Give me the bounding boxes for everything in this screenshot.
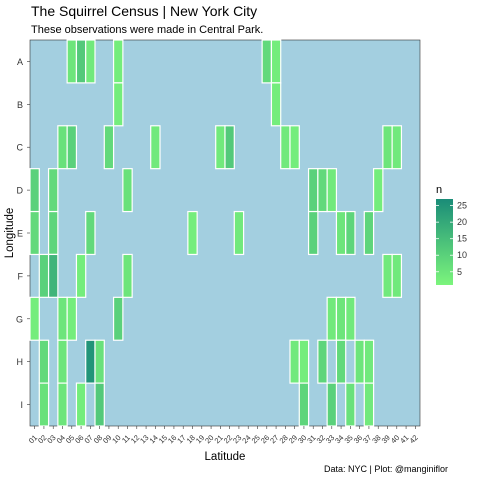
legend: n 5 10 15 20 25 — [436, 184, 467, 285]
heatmap-cell — [345, 296, 356, 341]
heatmap-cell — [382, 253, 393, 298]
heatmap-cell — [289, 125, 300, 170]
y-tick-label: I — [20, 400, 23, 410]
heatmap-cell — [38, 339, 50, 384]
legend-title: n — [436, 184, 442, 196]
x-tick-label: 11 — [120, 433, 132, 445]
heatmap-cell — [307, 168, 319, 213]
y-tick-label: A — [17, 57, 23, 67]
heatmap-cell — [261, 39, 273, 84]
heatmap-cell — [326, 296, 338, 341]
x-axis-title: Latitude — [205, 451, 246, 463]
heatmap-cell — [215, 125, 226, 170]
y-tick-label: H — [17, 357, 24, 367]
chart-caption: Data: NYC | Plot: @manginiflor — [324, 464, 448, 474]
heatmap-cell — [85, 210, 96, 256]
heatmap-cell — [289, 339, 300, 384]
legend-tick-label: 5 — [457, 267, 462, 277]
heatmap-cell — [75, 382, 87, 427]
heatmap-cell — [29, 210, 40, 256]
heatmap-cell — [122, 168, 133, 213]
heatmap-cell — [233, 210, 245, 256]
y-tick-label: F — [18, 271, 24, 281]
heatmap-cell — [363, 382, 375, 427]
y-tick-label: C — [17, 143, 24, 153]
x-tick-label: 42 — [408, 433, 420, 445]
heatmap-cell — [391, 253, 403, 298]
heatmap-cell — [94, 382, 105, 427]
heatmap-cell — [47, 210, 59, 256]
legend-colorbar — [436, 199, 453, 285]
heatmap-cell — [298, 339, 310, 384]
heatmap-cell — [66, 39, 78, 84]
heatmap-cell — [57, 339, 68, 384]
heatmap-cell — [85, 339, 96, 384]
heatmap-cell — [94, 339, 105, 384]
heatmap-cell — [38, 382, 50, 427]
heatmap-cell — [57, 382, 68, 427]
heatmap-cell — [57, 296, 68, 341]
heatmap-cell — [372, 168, 384, 213]
heatmap-cell — [224, 125, 235, 170]
heatmap-cell — [187, 210, 198, 256]
heatmap-cell — [317, 168, 328, 213]
heatmap-cell — [317, 339, 328, 384]
heatmap-cell — [298, 382, 310, 427]
heatmap-cell — [47, 168, 59, 213]
heatmap-cell — [85, 39, 96, 84]
heatmap-cell — [29, 168, 40, 213]
heatmap-cell — [363, 339, 375, 384]
heatmap-cell — [335, 210, 347, 256]
heatmap-cells — [29, 39, 403, 427]
y-tick-label: G — [16, 314, 23, 324]
heatmap-cell — [345, 210, 356, 256]
heatmap-cell — [122, 253, 133, 298]
heatmap-cell — [75, 39, 87, 84]
heatmap-cell — [47, 253, 59, 298]
heatmap-cell — [382, 125, 393, 170]
heatmap-cell — [66, 296, 78, 341]
heatmap-cell — [38, 253, 50, 298]
legend-tick-label: 25 — [457, 201, 467, 211]
y-tick-label: B — [17, 100, 23, 110]
y-axis: A B C D E F G H I — [16, 57, 30, 410]
heatmap-cell — [326, 382, 338, 427]
heatmap-cell — [112, 82, 124, 127]
y-tick-label: E — [17, 229, 23, 239]
heatmap-cell — [391, 125, 403, 170]
heatmap-cell — [270, 39, 282, 84]
heatmap-cell — [112, 39, 124, 84]
heatmap-cell — [66, 125, 78, 170]
heatmap-cell — [112, 296, 124, 341]
legend-ticks: 5 10 15 20 25 — [436, 201, 467, 277]
chart-title: The Squirrel Census | New York City — [31, 3, 257, 19]
legend-tick-label: 10 — [457, 250, 467, 260]
heatmap-cell — [280, 125, 291, 170]
heatmap-cell — [307, 210, 319, 256]
heatmap-cell — [363, 210, 375, 256]
chart-subtitle: These observations were made in Central … — [31, 24, 263, 36]
heatmap-cell — [335, 296, 347, 341]
legend-tick-label: 20 — [457, 217, 467, 227]
x-axis: 0102030405060708091011121314151617181920… — [27, 426, 420, 445]
legend-tick-label: 15 — [457, 234, 467, 244]
heatmap-cell — [29, 296, 40, 341]
y-tick-label: D — [17, 186, 24, 196]
heatmap-cell — [326, 168, 338, 213]
heatmap-cell — [335, 339, 347, 384]
heatmap-cell — [103, 125, 115, 170]
heatmap-cell — [345, 382, 356, 427]
y-axis-title: Longitude — [4, 208, 16, 259]
heatmap-cell — [150, 125, 161, 170]
heatmap-cell — [57, 125, 68, 170]
heatmap-cell — [75, 253, 87, 298]
heatmap-cell — [270, 82, 282, 127]
heatmap-cell — [354, 339, 365, 384]
